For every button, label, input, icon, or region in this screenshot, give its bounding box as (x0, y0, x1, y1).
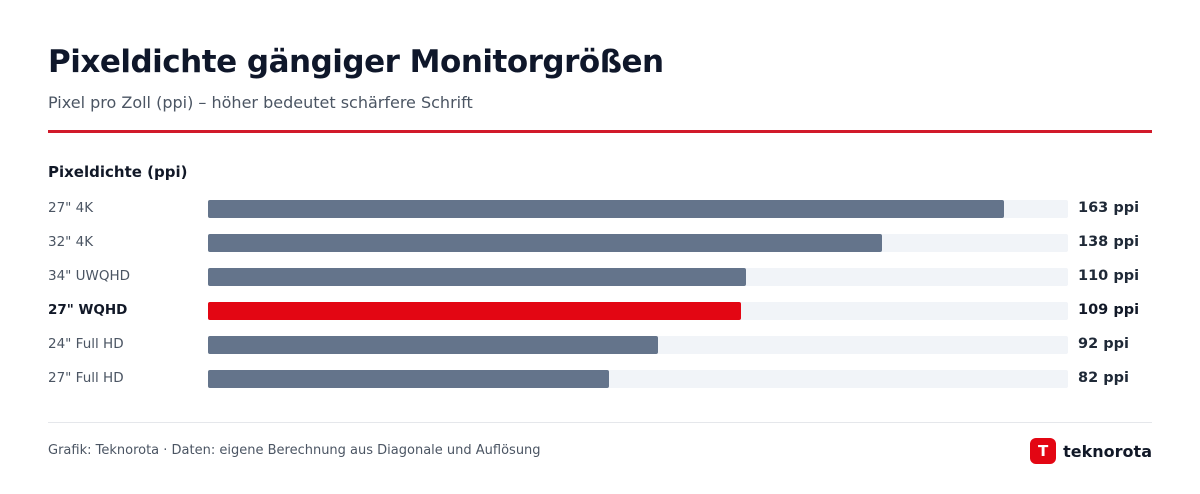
bar (208, 370, 609, 388)
bar-row: 34" UWQHD 110 ppi (0, 260, 1200, 294)
footer-divider (48, 422, 1152, 423)
value-label: 109 ppi (1078, 302, 1140, 318)
category-label: 24" Full HD (48, 336, 124, 352)
bar-row: 27" WQHD 109 ppi (0, 294, 1200, 328)
chart-title: Pixeldichte gängiger Monitorgrößen (48, 44, 664, 80)
brand-name: teknorota (1063, 441, 1152, 461)
bar (208, 302, 741, 320)
value-label: 110 ppi (1078, 268, 1140, 284)
bar (208, 336, 658, 354)
category-label: 34" UWQHD (48, 268, 131, 284)
bar-track (208, 268, 1068, 286)
bar (208, 268, 746, 286)
category-label: 27" Full HD (48, 370, 124, 386)
chart-subtitle: Pixel pro Zoll (ppi) – höher bedeutet sc… (48, 93, 473, 112)
bar-row: 32" 4K 138 ppi (0, 226, 1200, 260)
value-label: 163 ppi (1078, 200, 1140, 216)
bar-row: 27" Full HD 82 ppi (0, 362, 1200, 396)
teknorota-logo-icon: T (1030, 438, 1057, 464)
bar-track (208, 370, 1068, 388)
footer-source: Grafik: Teknorota · Daten: eigene Berech… (48, 443, 541, 458)
bar (208, 200, 1004, 218)
category-label: 32" 4K (48, 234, 94, 250)
title-divider (48, 130, 1152, 133)
bar-track (208, 302, 1068, 320)
bar (208, 234, 882, 252)
bar-track (208, 200, 1068, 218)
value-label: 82 ppi (1078, 370, 1129, 386)
axis-title: Pixeldichte (ppi) (48, 163, 188, 181)
bar-row: 24" Full HD 92 ppi (0, 328, 1200, 362)
bar-track (208, 234, 1068, 252)
category-label: 27" WQHD (48, 302, 128, 318)
value-label: 138 ppi (1078, 234, 1140, 250)
bar-track (208, 336, 1068, 354)
value-label: 92 ppi (1078, 336, 1129, 352)
bar-row: 27" 4K 163 ppi (0, 192, 1200, 226)
category-label: 27" 4K (48, 200, 94, 216)
brand-logo[interactable]: T teknorota (1030, 438, 1152, 464)
